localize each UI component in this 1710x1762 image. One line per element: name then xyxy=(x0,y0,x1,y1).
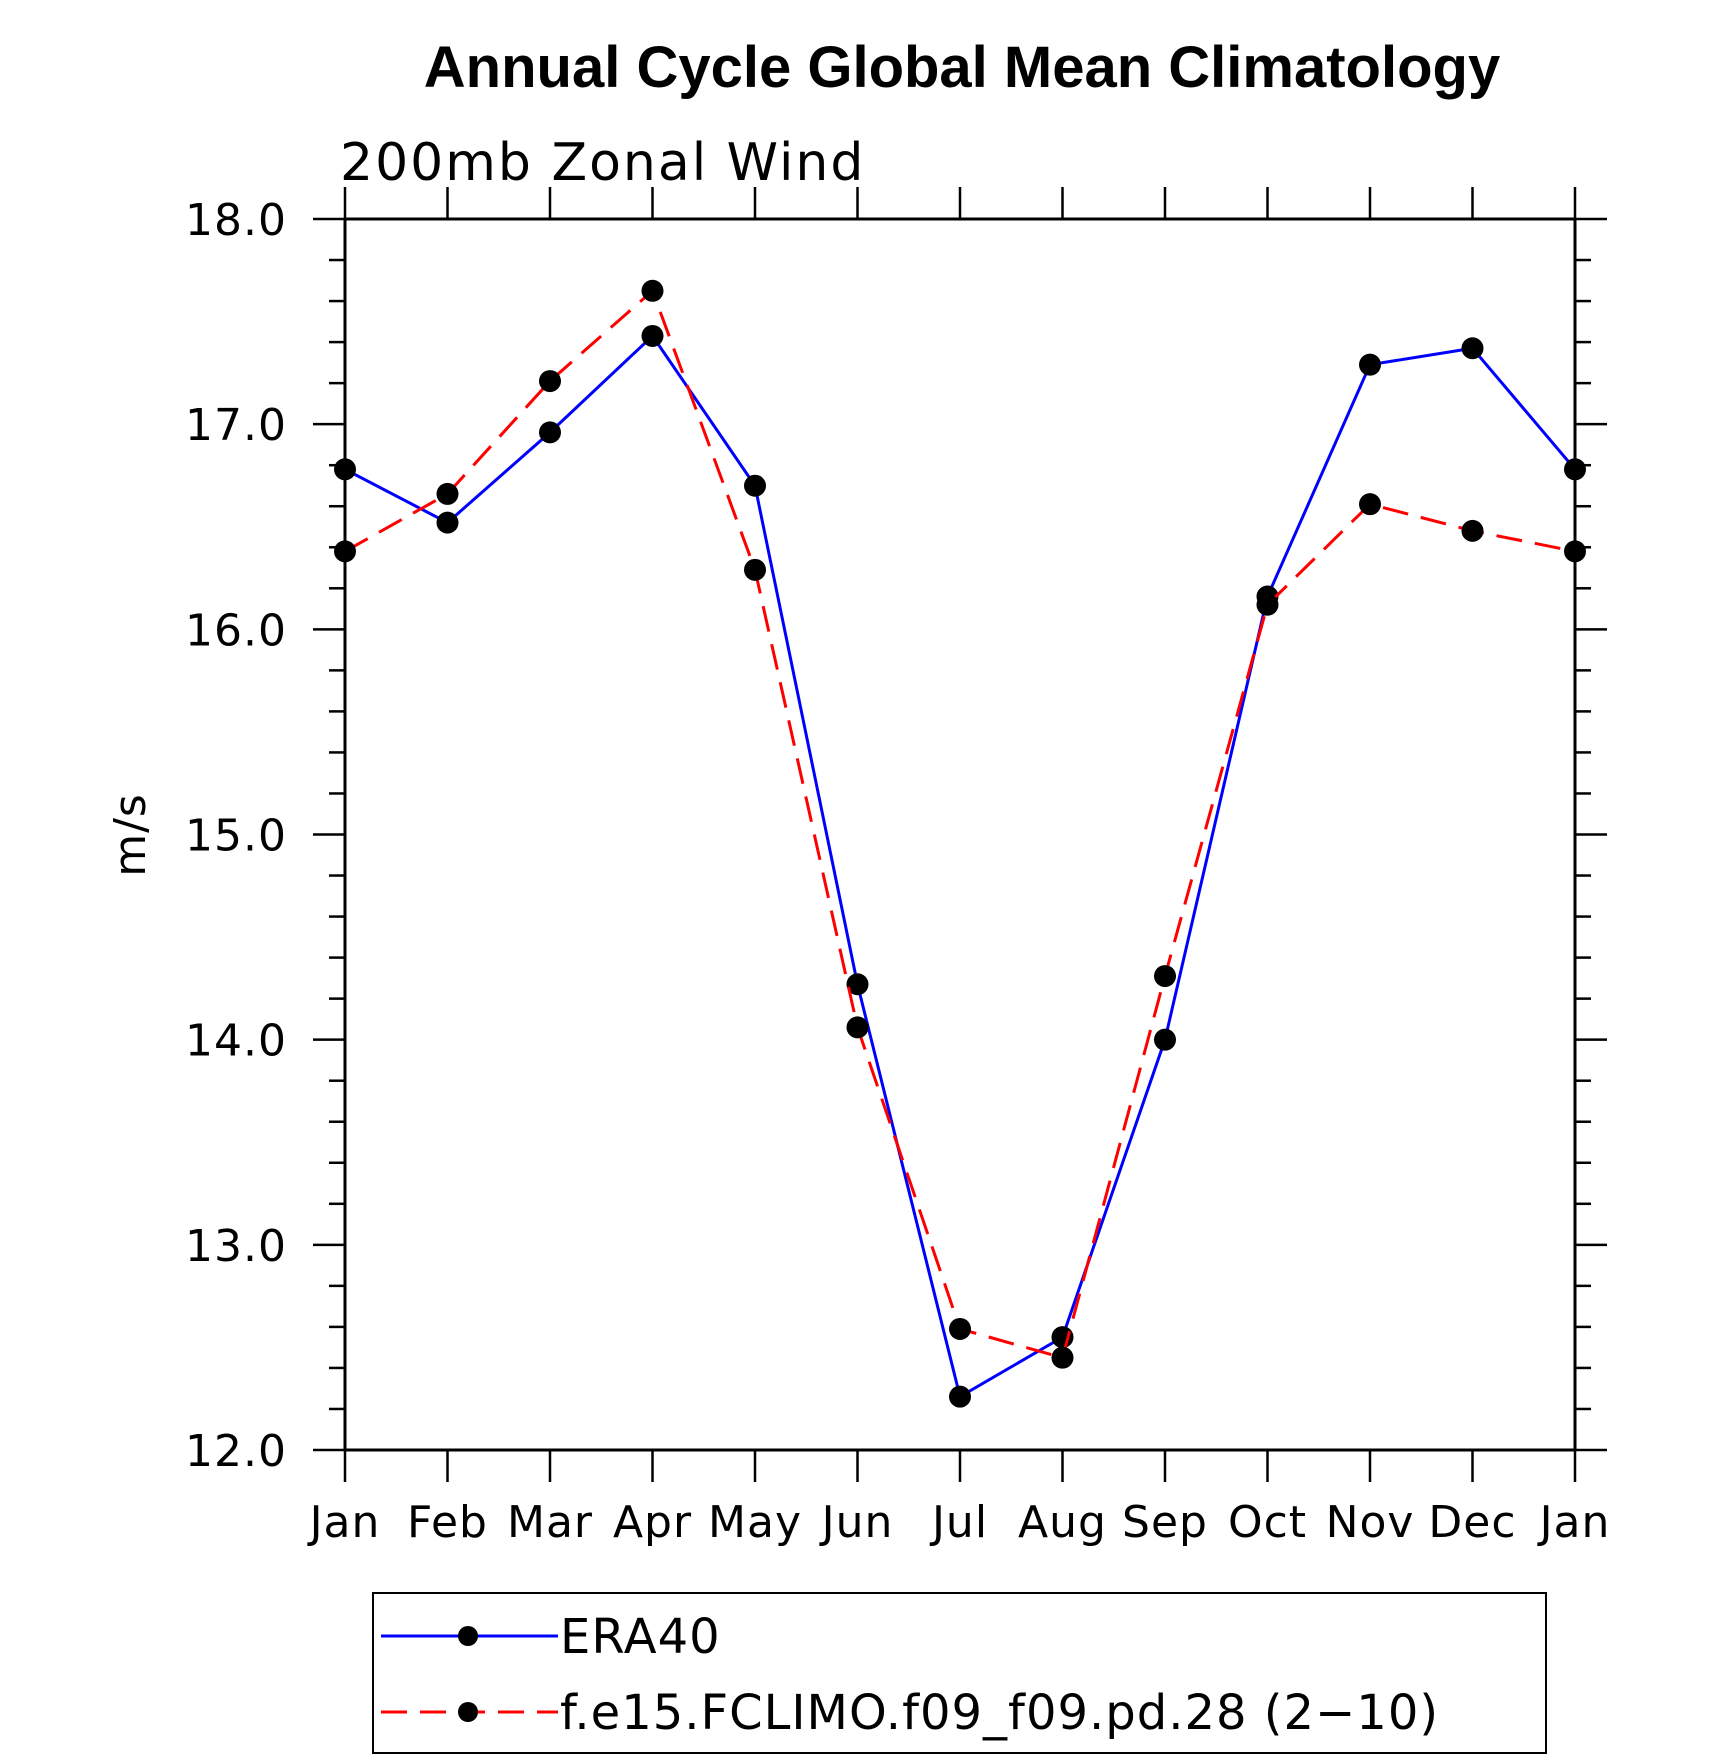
data-point xyxy=(1256,593,1279,616)
x-tick-label: Jul xyxy=(929,1497,988,1548)
y-tick-label: 18.0 xyxy=(185,195,287,246)
x-tick-label: Sep xyxy=(1122,1497,1208,1548)
data-point xyxy=(1461,337,1484,360)
data-point xyxy=(846,1016,869,1039)
data-point xyxy=(1154,1028,1176,1051)
x-tick-label: Mar xyxy=(507,1497,593,1548)
data-point xyxy=(1051,1346,1074,1369)
legend-label: ERA40 xyxy=(560,1609,721,1665)
series-layer xyxy=(334,279,1586,1408)
x-tick-label: Feb xyxy=(407,1497,488,1548)
x-tick-label: Jan xyxy=(1537,1497,1611,1548)
data-point xyxy=(334,458,356,481)
y-tick-label: 15.0 xyxy=(185,811,287,862)
data-point xyxy=(641,324,664,347)
data-point xyxy=(436,482,459,505)
x-tick-label: Apr xyxy=(613,1497,692,1548)
x-tick-label: Jun xyxy=(819,1497,894,1548)
data-point xyxy=(1461,519,1484,542)
legend-label: f.e15.FCLIMO.f09_f09.pd.28 (2−10) xyxy=(560,1685,1439,1741)
x-tick-label: Aug xyxy=(1018,1497,1107,1548)
x-axis: Jan Feb Mar Apr May Jun Jul Aug Sep Oct Nov Dec Jan xyxy=(307,187,1611,1548)
data-point xyxy=(1564,458,1586,481)
data-point xyxy=(539,370,561,393)
data-point xyxy=(1359,353,1381,376)
data-point xyxy=(744,474,766,497)
legend-marker xyxy=(458,1626,478,1646)
data-point xyxy=(744,558,766,581)
legend-box xyxy=(372,1592,1547,1754)
x-tick-label: Nov xyxy=(1326,1497,1415,1548)
x-tick-label: Dec xyxy=(1428,1497,1516,1548)
y-tick-label: 12.0 xyxy=(185,1426,287,1477)
y-tick-label: 13.0 xyxy=(185,1221,287,1272)
data-point xyxy=(1154,965,1176,988)
data-point xyxy=(641,279,664,302)
x-tick-label: Oct xyxy=(1228,1497,1307,1548)
data-point xyxy=(949,1317,971,1340)
data-point xyxy=(1051,1326,1074,1349)
data-point xyxy=(846,973,869,996)
x-tick-label: Jan xyxy=(307,1497,381,1548)
series-era40 xyxy=(334,324,1586,1408)
legend: ERA40 f.e15.FCLIMO.f09_f09.pd.28 (2−10) xyxy=(372,1592,1547,1754)
legend-marker xyxy=(458,1702,478,1722)
series-model xyxy=(334,279,1586,1369)
chart-subtitle: 200mb Zonal Wind xyxy=(340,133,865,193)
y-tick-label: 17.0 xyxy=(185,400,287,451)
y-axis: 12.0 13.0 14.0 15.0 16.0 17.0 18.0 xyxy=(185,195,1607,1477)
y-tick-label: 16.0 xyxy=(185,605,287,656)
data-point xyxy=(949,1385,971,1408)
y-tick-label: 14.0 xyxy=(185,1016,287,1067)
data-point xyxy=(1564,540,1586,563)
data-point xyxy=(436,511,459,534)
y-axis-label: m/s xyxy=(105,793,156,877)
series-line xyxy=(344,333,1577,1399)
x-tick-label: May xyxy=(708,1497,802,1548)
data-point xyxy=(1359,493,1381,516)
data-point xyxy=(334,540,356,563)
chart-title: Annual Cycle Global Mean Climatology xyxy=(424,35,1500,100)
data-point xyxy=(539,421,561,444)
